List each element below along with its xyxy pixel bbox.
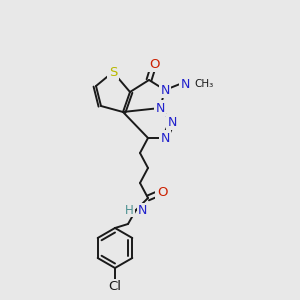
Text: N: N bbox=[138, 203, 147, 217]
Text: H: H bbox=[125, 203, 134, 217]
Text: N: N bbox=[160, 131, 170, 145]
Text: S: S bbox=[109, 65, 117, 79]
Text: O: O bbox=[157, 185, 167, 199]
Text: N: N bbox=[167, 116, 177, 128]
Text: N: N bbox=[155, 101, 165, 115]
Text: CH₃: CH₃ bbox=[194, 79, 213, 89]
Text: Cl: Cl bbox=[109, 280, 122, 293]
Text: N: N bbox=[160, 83, 170, 97]
Text: O: O bbox=[149, 58, 159, 70]
Text: N: N bbox=[180, 77, 190, 91]
